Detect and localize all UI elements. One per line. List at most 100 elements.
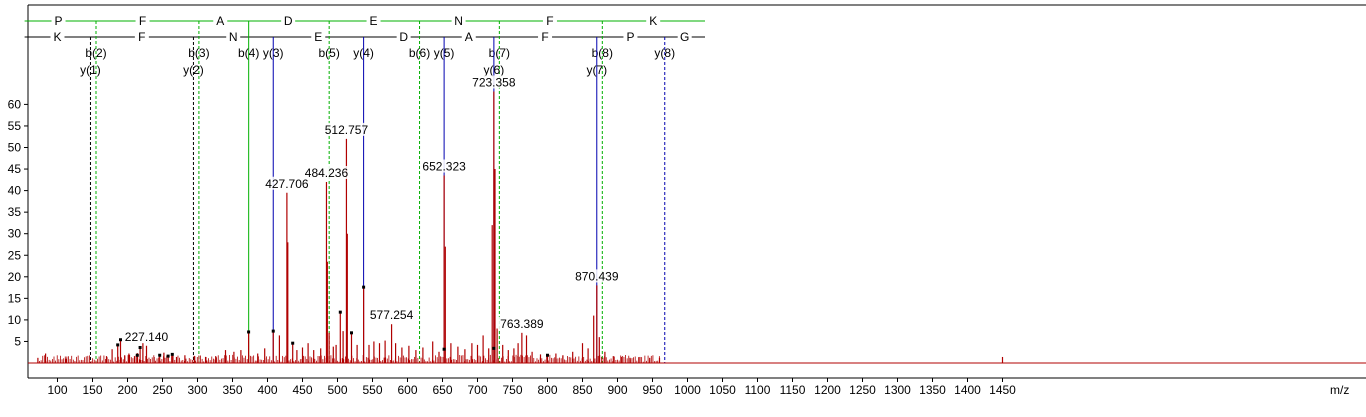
x-tick-label: 1250 (849, 383, 876, 397)
y-sequence-residue: K (53, 30, 61, 44)
peaks-group (28, 91, 1366, 364)
x-tick-label: 1450 (989, 383, 1016, 397)
peak-label-bg (572, 269, 621, 283)
peak-label: 763.389 (500, 317, 544, 331)
y-sequence-residue: P (626, 30, 634, 44)
y-sequence-residue: A (465, 30, 473, 44)
x-tick-label: 750 (502, 383, 522, 397)
y-tick-label: 60 (8, 97, 22, 111)
y-sequence-residue: N (229, 30, 238, 44)
b-sequence-residue: A (216, 14, 224, 28)
x-tick-label: 650 (432, 383, 452, 397)
y-sequence-letter-bg (538, 30, 553, 43)
peak-label: 870.439 (575, 269, 619, 283)
peak-label-bg (367, 308, 416, 322)
b-ion-label: b(8) (592, 46, 613, 60)
matched-peak-marker (116, 343, 120, 347)
y-ion-label: y(4) (353, 46, 374, 60)
matched-peak-marker (362, 285, 366, 289)
matched-peak-marker (492, 346, 496, 350)
b-sequence-letter-bg (51, 14, 66, 27)
y-tick-label: 50 (8, 141, 22, 155)
y-sequence-letter-bg (623, 30, 638, 43)
b-ion-label: b(4) (238, 46, 259, 60)
y-tick-label: 30 (8, 227, 22, 241)
matched-peak-marker (338, 310, 342, 314)
b-sequence-letter-bg (646, 14, 661, 27)
y-sequence-letter-bg (134, 30, 149, 43)
matched-peak-marker (170, 352, 174, 356)
b-sequence-letter-bg (451, 14, 466, 27)
b-sequence-residue: F (546, 14, 553, 28)
y-sequence-residue: G (680, 30, 689, 44)
matched-peak-marker (291, 341, 295, 345)
y-tick-label: 55 (8, 119, 22, 133)
sequence-ladder-group: P F A D E N F K K F N E D A F P G (24, 14, 705, 44)
y-sequence-letter-bg (226, 30, 241, 43)
ion-lines-group: b(2) b(3) b(4) b(5) b(6) b(7) b(8) y(1) y(2) y(3)… (80, 21, 675, 363)
x-tick-label: 450 (292, 383, 312, 397)
x-tick-label: 1000 (674, 383, 701, 397)
y-tick-label: 45 (8, 162, 22, 176)
peak-label-bg (262, 176, 311, 190)
y-ion-label: y(3) (263, 46, 284, 60)
x-tick-label: 950 (642, 383, 662, 397)
peak-label: 512.757 (325, 123, 369, 137)
y-ion-label: y(2) (183, 63, 204, 77)
b-ion-label: b(3) (188, 46, 209, 60)
x-tick-label: 850 (572, 383, 592, 397)
x-tick-label: 600 (397, 383, 417, 397)
y-sequence-residue: D (399, 30, 408, 44)
y-sequence-letter-bg (396, 30, 411, 43)
b-sequence-letter-bg (213, 14, 228, 27)
b-sequence-residue: E (370, 14, 378, 28)
y-tick-label: 25 (8, 248, 22, 262)
b-sequence-residue: F (139, 14, 146, 28)
x-tick-label: 200 (117, 383, 137, 397)
peak-label-bg (497, 316, 546, 330)
x-tick-label: 1300 (884, 383, 911, 397)
y-ion-label: y(8) (654, 46, 675, 60)
matched-peak-marker (247, 330, 251, 334)
y-sequence-residue: E (314, 30, 322, 44)
peak-label-bg (122, 329, 171, 343)
matched-peak-marker (135, 353, 139, 357)
x-tick-label: 1050 (709, 383, 736, 397)
peak-label-bg (469, 75, 518, 89)
b-sequence-residue: K (649, 14, 657, 28)
y-tick-label: 5 (14, 334, 21, 348)
x-tick-label: 400 (257, 383, 277, 397)
axis-ticks-group: 100 150 200 250 300 350 400 450 500 550 600 650 700 7… (8, 97, 1017, 397)
b-sequence-residue: N (454, 14, 463, 28)
peak-label-bg (420, 159, 469, 173)
matched-peak-marker (138, 345, 142, 349)
x-tick-label: 350 (222, 383, 242, 397)
peak-label: 427.706 (265, 177, 309, 191)
x-tick-label: 700 (467, 383, 487, 397)
b-sequence-residue: P (55, 14, 63, 28)
b-ion-label: b(6) (409, 46, 430, 60)
y-tick-label: 40 (8, 184, 22, 198)
matched-peak-marker (271, 329, 275, 333)
x-axis-unit-label: m/z (1330, 383, 1349, 397)
matched-peak-marker (166, 354, 170, 358)
matched-peak-marker (350, 331, 353, 335)
y-tick-label: 35 (8, 205, 22, 219)
y-tick-label: 10 (8, 313, 22, 327)
peak-label: 652.323 (422, 160, 466, 174)
x-tick-label: 1150 (780, 383, 806, 397)
x-tick-label: 1350 (919, 383, 946, 397)
b-ion-label: b(5) (318, 46, 339, 60)
y-sequence-residue: F (541, 30, 548, 44)
peak-label: 577.254 (370, 308, 414, 322)
y-tick-label: 15 (8, 291, 22, 305)
y-ion-label: y(7) (586, 63, 607, 77)
b-sequence-letter-bg (281, 14, 296, 27)
matched-peak-marker (442, 347, 446, 351)
y-sequence-letter-bg (50, 30, 65, 43)
x-tick-label: 150 (82, 383, 102, 397)
